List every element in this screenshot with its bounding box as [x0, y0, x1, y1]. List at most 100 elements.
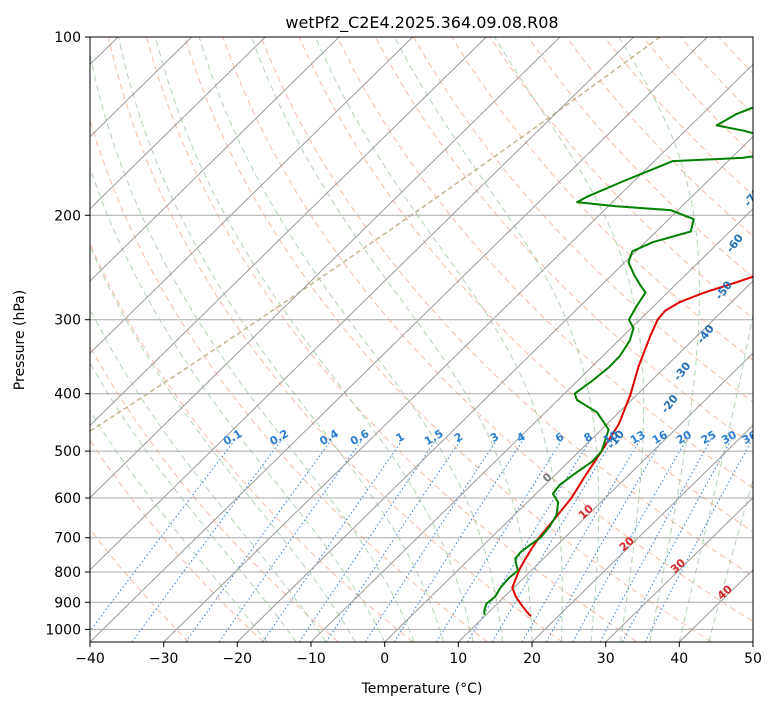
- x-axis: −40 −30 −20 −10 0 10 20 30 40 50: [75, 642, 762, 667]
- plot-area: 0.1 0.2 0.4 0.6 1 1.5 2 3 4 6 8 10 13 16 20 25 30 36-100-…: [89, 36, 775, 643]
- mixing-ratio-label: 4: [514, 430, 527, 445]
- isotherm-line: [752, 641, 753, 642]
- temperature-profile-line: [511, 275, 753, 617]
- isotherm-line: [90, 37, 266, 210]
- y-tick-label: 900: [54, 595, 81, 611]
- mixing-ratio-line: [599, 440, 711, 642]
- isotherm-line: [384, 280, 753, 642]
- dry-adiabat-line: [527, 37, 753, 278]
- mixing-ratio-label: 3: [488, 430, 501, 445]
- isotherm-line: [310, 208, 753, 642]
- dry-adiabat-line: [222, 37, 753, 623]
- dry-adiabat-line: [757, 37, 775, 642]
- moist-adiabat-line: [118, 37, 445, 642]
- dry-adiabat-line: [184, 37, 712, 642]
- y-tick-label: 800: [54, 565, 81, 581]
- moist-adiabat-label: -90: [769, 104, 775, 128]
- x-tick-label: 30: [597, 651, 615, 667]
- y-tick-label: 400: [54, 387, 81, 403]
- mixing-ratio-label: 0.4: [317, 427, 341, 448]
- mixing-ratio-label: 20: [674, 428, 694, 447]
- y-tick-label: 700: [54, 531, 81, 547]
- dry-adiabat-line: [90, 528, 190, 642]
- x-tick-label: 10: [449, 651, 467, 667]
- moist-adiabat-line: [90, 308, 327, 642]
- mixing-ratio-label: 0.6: [348, 427, 372, 448]
- dry-adiabat-line: [107, 37, 563, 642]
- mixing-ratio-label: 1.5: [422, 427, 445, 448]
- mixing-ratio-line: [491, 440, 613, 642]
- x-tick-label: −10: [296, 651, 326, 667]
- mixing-ratio-line: [572, 440, 687, 642]
- mixing-ratio-line: [521, 440, 641, 642]
- dry-adiabat-line: [489, 37, 753, 320]
- isotherm-line: [457, 352, 753, 642]
- mixing-ratio-line: [298, 440, 437, 642]
- moist-adiabat-line: [678, 37, 753, 642]
- mixing-ratio-label: 25: [699, 428, 719, 447]
- moist-adiabat-label: -50: [713, 278, 736, 302]
- isotherm-line: [163, 63, 753, 642]
- isotherm-label: 10: [576, 502, 596, 522]
- dry-adiabat-line: [90, 439, 264, 642]
- dry-adiabat-line: [90, 242, 414, 642]
- moist-adiabat-line: [494, 37, 645, 642]
- mixing-ratio-label: 13: [628, 428, 648, 447]
- moist-adiabat-line: [618, 37, 700, 642]
- x-tick-label: −30: [149, 651, 179, 667]
- y-tick-label: 600: [54, 491, 81, 507]
- dry-adiabat-line: [413, 37, 753, 403]
- x-tick-label: 20: [523, 651, 541, 667]
- y-tick-label: 1000: [45, 622, 81, 638]
- dry-adiabat-line: [336, 37, 753, 489]
- moist-adiabat-label: -30: [671, 359, 694, 383]
- y-axis: 100 200 300 400 500 600 700 800 900 1000: [45, 30, 90, 638]
- moist-adiabat-line: [90, 52, 415, 642]
- isotherm-label: 20: [617, 534, 637, 554]
- dry-adiabat-line: [260, 37, 753, 577]
- moist-adiabat-line: [198, 37, 503, 642]
- mixing-ratio-line: [621, 440, 732, 642]
- moist-adiabat-line: [394, 37, 600, 642]
- moist-adiabat-label: -70: [741, 185, 764, 209]
- moist-adiabat-label: -20: [658, 392, 681, 416]
- dry-adiabat-line: [146, 37, 638, 642]
- moist-adiabat-label: -80: [763, 144, 775, 168]
- y-tick-label: 100: [54, 30, 81, 46]
- mixing-ratio-line: [364, 440, 497, 642]
- mixing-ratio-line: [90, 440, 235, 632]
- x-tick-label: −20: [223, 651, 253, 667]
- isotherm-line: [90, 37, 193, 138]
- moist-adiabat-line: [314, 37, 563, 642]
- isotherm-line: [531, 424, 753, 642]
- x-axis-title: Temperature (°C): [361, 681, 483, 697]
- mixing-ratio-line: [325, 440, 461, 642]
- isotherm-line: [90, 37, 487, 427]
- dry-adiabat-line: [90, 118, 488, 642]
- mixing-ratio-label: 16: [650, 428, 670, 447]
- mixing-ratio-label: 2: [452, 430, 465, 445]
- isotherm-line: [90, 37, 340, 282]
- mixing-ratio-line: [185, 440, 332, 642]
- moist-adiabat-line: [90, 361, 297, 642]
- moist-adiabat-line: [155, 37, 474, 642]
- moist-adiabat-line: [90, 409, 268, 642]
- dry-adiabat-line: [90, 345, 339, 642]
- y-tick-label: 200: [54, 208, 81, 224]
- mixing-ratio-label: 30: [719, 428, 739, 447]
- x-tick-label: 40: [670, 651, 688, 667]
- dry-adiabat-line: [451, 37, 753, 361]
- isotherm-line: [90, 37, 708, 642]
- y-tick-label: 500: [54, 444, 81, 460]
- dry-adiabat-line: [375, 37, 753, 446]
- moist-adiabat-line: [708, 478, 753, 642]
- mixing-ratio-label: 1: [394, 430, 407, 445]
- dewpoint-profile-line: [483, 106, 753, 615]
- x-tick-label: 50: [744, 651, 762, 667]
- y-axis-title: Pressure (hPa): [12, 290, 28, 390]
- y-tick-label: 300: [54, 313, 81, 329]
- mixing-ratio-line: [262, 440, 403, 642]
- mixing-ratio-line: [435, 440, 562, 642]
- moist-adiabat-line: [90, 245, 356, 642]
